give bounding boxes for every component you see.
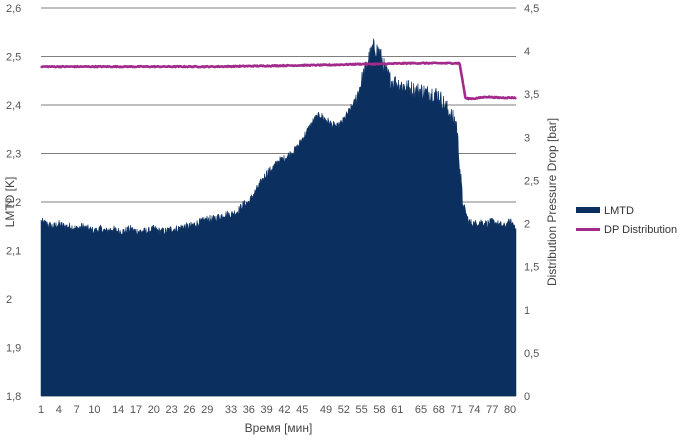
x-tick-label: 1 [38, 404, 44, 416]
series-dp-distribution-line [40, 61, 517, 101]
y-left-tick-label: 2,3 [6, 149, 21, 161]
x-tick-label: 10 [88, 404, 100, 416]
x-tick-label: 65 [415, 404, 427, 416]
y-left-tick-label: 1,9 [6, 343, 21, 355]
x-tick-label: 7 [74, 404, 80, 416]
legend-swatch-dp-distribution [576, 228, 600, 231]
y-left-tick-label: 1,8 [6, 391, 21, 403]
y-right-tick-label: 3 [524, 132, 530, 144]
y-right-tick-label: 2,5 [524, 175, 539, 187]
x-tick-label: 71 [451, 404, 463, 416]
x-tick-label: 29 [201, 404, 213, 416]
x-tick-label: 52 [338, 404, 350, 416]
x-tick-label: 49 [320, 404, 332, 416]
y-right-tick-label: 0 [524, 391, 530, 403]
y-right-tick-label: 1 [524, 305, 530, 317]
x-axis-title: Время [мин] [245, 421, 313, 435]
x-tick-label: 61 [391, 404, 403, 416]
x-tick-label: 68 [433, 404, 445, 416]
legend-label-dp-distribution: DP Distribution [604, 224, 677, 236]
x-tick-label: 4 [56, 404, 62, 416]
x-tick-label: 39 [261, 404, 273, 416]
y-left-tick-label: 2,5 [6, 52, 21, 64]
x-tick-label: 36 [243, 404, 255, 416]
y-right-tick-label: 4,5 [524, 3, 539, 15]
y-axis-left-title: LMTD [K] [3, 177, 17, 228]
x-tick-label: 23 [166, 404, 178, 416]
y-right-tick-label: 3,5 [524, 89, 539, 101]
x-tick-label: 14 [112, 404, 124, 416]
x-tick-label: 45 [296, 404, 308, 416]
x-tick-label: 42 [278, 404, 290, 416]
x-tick-label: 80 [504, 404, 516, 416]
y-left-tick-label: 2,4 [6, 100, 21, 112]
x-tick-label: 77 [486, 404, 498, 416]
x-tick-label: 17 [130, 404, 142, 416]
y-right-tick-label: 4 [524, 46, 530, 58]
y-left-tick-label: 2 [6, 294, 12, 306]
y-right-tick-label: 2 [524, 219, 530, 231]
legend-label-lmtd: LMTD [604, 205, 634, 217]
y-right-tick-label: 1,5 [524, 262, 539, 274]
x-tick-label: 33 [225, 404, 237, 416]
y-axis-right-title: Distribution Pressure Drop [bar] [545, 118, 559, 286]
legend-swatch-lmtd [576, 207, 600, 213]
x-tick-label: 20 [148, 404, 160, 416]
legend: LMTD DP Distribution [576, 205, 677, 236]
series-lmtd-area [40, 38, 517, 397]
y-left-tick-label: 2,6 [6, 3, 21, 15]
y-left-tick-label: 2,2 [6, 197, 21, 209]
x-tick-label: 26 [183, 404, 195, 416]
x-tick-label: 74 [468, 404, 480, 416]
series [40, 38, 517, 397]
y-right-tick-label: 0,5 [524, 348, 539, 360]
y-left-tick-label: 2,1 [6, 246, 21, 258]
axes: 1,8 1,9 2 2,1 2,2 2,3 2,4 2,5 2,6 0 0,5 1 1,5 2 2,5 3 3,… [6, 3, 539, 416]
x-tick-label: 58 [373, 404, 385, 416]
x-tick-label: 55 [356, 404, 368, 416]
